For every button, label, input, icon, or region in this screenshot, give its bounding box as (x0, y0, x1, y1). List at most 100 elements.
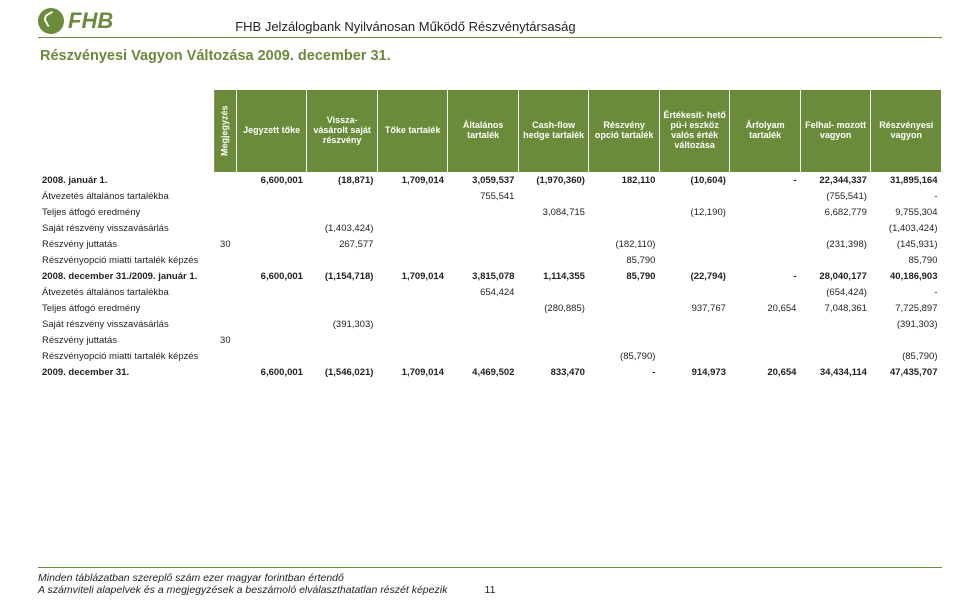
equity-change-table: Megjegyzés Jegyzett tőke Vissza- vásárol… (38, 90, 942, 380)
table-row: Részvény juttatás30267,577(182,110)(231,… (38, 236, 942, 252)
cell: 40,186,903 (871, 268, 942, 284)
cell (448, 236, 519, 252)
cell (377, 348, 448, 364)
cell: 22,344,337 (800, 172, 871, 188)
row-label: Részvény juttatás (38, 332, 214, 348)
cell (518, 284, 589, 300)
cell (377, 236, 448, 252)
cell (518, 252, 589, 268)
cell (518, 332, 589, 348)
cell: (280,885) (518, 300, 589, 316)
cell: 3,059,537 (448, 172, 519, 188)
cell (518, 236, 589, 252)
cell: (1,403,424) (307, 220, 378, 236)
table-row: Teljes átfogó eredmény(280,885)937,76720… (38, 300, 942, 316)
doc-header: FHB FHB Jelzálogbank Nyilvánosan Működő … (38, 8, 942, 36)
cell: - (730, 172, 801, 188)
cell (659, 188, 730, 204)
cell (730, 236, 801, 252)
col-header: Megjegyzés (214, 90, 236, 172)
col-header: Vissza- vásárolt saját részvény (307, 90, 378, 172)
row-label: Részvényopció miatti tartalék képzés (38, 348, 214, 364)
cell (659, 332, 730, 348)
table-row: 2009. december 31.6,600,001(1,546,021)1,… (38, 364, 942, 380)
table-row: 2008. december 31./2009. január 1. 6,600,… (38, 268, 942, 284)
cell: (654,424) (800, 284, 871, 300)
rule-bottom (38, 567, 942, 568)
page-body: FHB FHB Jelzálogbank Nyilvánosan Működő … (0, 0, 960, 380)
cell (214, 364, 236, 380)
cell (518, 316, 589, 332)
cell: (1,403,424) (871, 220, 942, 236)
cell: 31,895,164 (871, 172, 942, 188)
cell: 34,434,114 (800, 364, 871, 380)
cell (377, 188, 448, 204)
cell (659, 220, 730, 236)
cell: 6,600,001 (236, 268, 307, 284)
page-number: 11 (38, 584, 942, 596)
logo-icon (38, 8, 64, 34)
col-header: Tőke tartalék (377, 90, 448, 172)
cell: (1,970,360) (518, 172, 589, 188)
cell (448, 316, 519, 332)
cell: 7,048,361 (800, 300, 871, 316)
cell: 30 (214, 236, 236, 252)
row-label: Átvezetés általános tartalékba (38, 188, 214, 204)
cell: - (871, 284, 942, 300)
cell (589, 284, 660, 300)
cell (307, 348, 378, 364)
row-label: 2008. december 31./2009. január 1. (38, 268, 214, 284)
cell: 3,815,078 (448, 268, 519, 284)
cell: 28,040,177 (800, 268, 871, 284)
cell: 1,709,014 (377, 172, 448, 188)
cell (448, 332, 519, 348)
cell (448, 220, 519, 236)
page-title: Részvényesi Vagyon Változása 2009. decem… (40, 48, 942, 64)
cell (800, 220, 871, 236)
cell (236, 284, 307, 300)
cell (448, 204, 519, 220)
col-header: Cash-flow hedge tartalék (518, 90, 589, 172)
cell: 30 (214, 332, 236, 348)
cell: 85,790 (589, 268, 660, 284)
cell: (12,190) (659, 204, 730, 220)
col-header: Általános tartalék (448, 90, 519, 172)
cell (214, 284, 236, 300)
cell (730, 204, 801, 220)
cell (214, 172, 236, 188)
cell (307, 252, 378, 268)
cell: 654,424 (448, 284, 519, 300)
cell: 833,470 (518, 364, 589, 380)
cell: 182,110 (589, 172, 660, 188)
cell: 914,973 (659, 364, 730, 380)
page-footer: Minden táblázatban szereplő szám ezer ma… (38, 567, 942, 596)
table-row: Saját részvény visszavásárlás(391,303)(3… (38, 316, 942, 332)
cell (800, 252, 871, 268)
cell (659, 236, 730, 252)
cell (448, 300, 519, 316)
row-label: 2008. január 1. (38, 172, 214, 188)
cell (730, 220, 801, 236)
table-body: 2008. január 1.6,600,001(18,871)1,709,01… (38, 172, 942, 380)
col-header: Árfolyam tartalék (730, 90, 801, 172)
cell (589, 332, 660, 348)
row-label: Átvezetés általános tartalékba (38, 284, 214, 300)
cell (448, 348, 519, 364)
table-row: Részvény juttatás30 (38, 332, 942, 348)
cell (214, 204, 236, 220)
col-header: Felhal- mozott vagyon (800, 90, 871, 172)
cell (236, 348, 307, 364)
cell (377, 284, 448, 300)
cell (518, 220, 589, 236)
cell (730, 252, 801, 268)
cell (730, 188, 801, 204)
row-label: Részvényopció miatti tartalék képzés (38, 252, 214, 268)
table-row: Saját részvény visszavásárlás(1,403,424)… (38, 220, 942, 236)
cell: (85,790) (871, 348, 942, 364)
cell: - (730, 268, 801, 284)
cell (377, 316, 448, 332)
cell (214, 316, 236, 332)
row-label: 2009. december 31. (38, 364, 214, 380)
table-row: Teljes átfogó eredmény3,084,715(12,190)6… (38, 204, 942, 220)
cell (589, 204, 660, 220)
